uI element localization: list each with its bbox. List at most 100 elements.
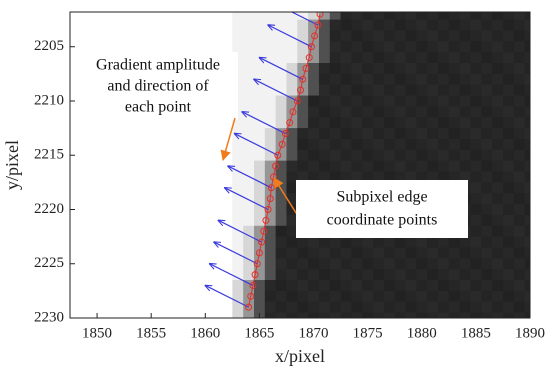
pixel — [481, 214, 493, 227]
pixel — [264, 63, 277, 75]
pixel — [502, 117, 515, 129]
pixel — [427, 84, 439, 96]
pixel — [394, 149, 406, 162]
pixel — [254, 128, 266, 140]
pixel — [470, 236, 482, 248]
pixel — [405, 247, 417, 259]
pixel — [308, 258, 320, 270]
pixel — [514, 0, 525, 9]
pixel — [459, 84, 471, 96]
pixel — [383, 19, 396, 31]
pixel — [275, 73, 287, 86]
pixel — [513, 106, 525, 118]
pixel — [513, 149, 525, 162]
pixel — [427, 63, 439, 75]
pixel — [351, 52, 363, 64]
pixel — [502, 160, 515, 172]
pixel — [373, 312, 385, 318]
pixel — [384, 0, 395, 9]
pixel — [459, 19, 471, 31]
pixel — [427, 236, 439, 248]
pixel — [362, 269, 374, 281]
pixel — [448, 52, 461, 64]
pixel — [459, 52, 471, 64]
pixel — [513, 160, 525, 172]
pixel — [405, 73, 417, 86]
pixel — [264, 73, 277, 86]
pixel — [448, 171, 461, 183]
pixel — [362, 117, 374, 129]
pixel — [394, 19, 406, 31]
pixel — [459, 106, 471, 118]
pixel — [481, 258, 493, 270]
pixel — [254, 84, 266, 96]
pixel — [243, 149, 255, 162]
annotation-text: and direction of — [107, 78, 209, 95]
pixel — [362, 30, 374, 42]
pixel — [232, 41, 244, 53]
pixel — [362, 84, 374, 96]
pixel — [286, 117, 298, 129]
pixel — [362, 0, 373, 9]
edge-annotation: Subpixel edge coordinate points — [273, 177, 468, 238]
pixel — [286, 138, 298, 151]
pixel — [264, 41, 277, 53]
pixel — [524, 182, 530, 194]
pixel — [362, 138, 374, 151]
pixel — [286, 160, 298, 172]
pixel — [329, 301, 341, 313]
pixel — [275, 95, 287, 107]
pixel — [373, 0, 384, 9]
pixel — [503, 0, 514, 9]
pixel — [513, 41, 525, 53]
pixel — [254, 182, 266, 194]
pixel — [416, 128, 428, 140]
pixel — [373, 171, 385, 183]
pixel — [438, 290, 450, 303]
pixel — [513, 280, 525, 292]
pixel — [427, 258, 439, 270]
pixel — [481, 0, 492, 9]
pixel — [438, 149, 450, 162]
pixel — [513, 269, 525, 281]
pixel — [470, 225, 482, 238]
pixel — [373, 269, 385, 281]
pixel — [459, 171, 471, 183]
pixel — [438, 138, 450, 151]
pixel — [524, 236, 530, 248]
pixel — [286, 149, 298, 162]
pixel — [383, 236, 396, 248]
pixel — [513, 214, 525, 227]
pixel — [243, 0, 254, 9]
y-tick-label: 2220 — [34, 201, 64, 217]
pixel — [416, 117, 428, 129]
pixel — [470, 138, 482, 151]
pixel — [470, 106, 482, 118]
pixel — [318, 19, 331, 31]
pixel — [427, 30, 439, 42]
pixel — [297, 290, 309, 303]
pixel — [524, 171, 530, 183]
pixel — [286, 193, 298, 205]
pixel — [513, 290, 525, 303]
pixel — [340, 52, 352, 64]
pixel — [243, 128, 255, 140]
pixel — [394, 290, 406, 303]
pixel — [351, 95, 363, 107]
pixel — [243, 52, 255, 64]
pixel — [243, 182, 255, 194]
pixel — [329, 30, 341, 42]
pixel — [459, 95, 471, 107]
pixel — [232, 236, 244, 248]
pixel — [513, 12, 525, 20]
pixel — [525, 0, 536, 9]
pixel — [394, 171, 406, 183]
pixel — [416, 73, 428, 86]
pixel — [318, 290, 331, 303]
pixel — [243, 41, 255, 53]
gradient-arrow — [205, 285, 249, 308]
pixel — [373, 128, 385, 140]
pixel — [394, 128, 406, 140]
pixel — [513, 236, 525, 248]
